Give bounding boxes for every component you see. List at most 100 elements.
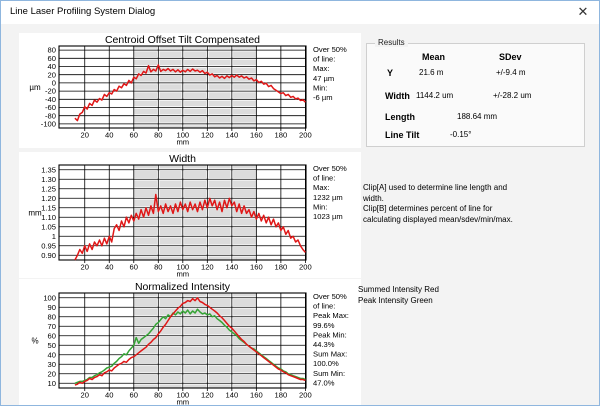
legend-note: Summed Intensity Red Peak Intensity Gree…	[358, 285, 508, 306]
x-tick-label: 40	[105, 131, 113, 140]
y-tick-label: 1.15	[41, 203, 56, 212]
y-tick-label: 0.95	[41, 241, 56, 250]
y-axis-unit: µm	[29, 83, 41, 92]
side-note-line: Min:	[313, 83, 327, 92]
chart-title: Centroid Offset Tilt Compensated	[105, 34, 260, 46]
y-tick-label: 1.20	[41, 194, 56, 203]
results-group-label: Results	[375, 38, 408, 47]
x-tick-label: 100	[176, 263, 189, 272]
results-row-y-sdev: +/-9.4 m	[496, 68, 526, 77]
x-tick-label: 60	[130, 391, 138, 400]
x-tick-label: 80	[154, 131, 162, 140]
x-tick-label: 180	[275, 263, 288, 272]
x-tick-label: 20	[81, 131, 89, 140]
side-note-line: 1232 µm	[313, 193, 343, 202]
x-axis-unit: mm	[176, 270, 189, 279]
centroid-offset-chart: Centroid Offset Tilt Compensatedµm806040…	[29, 34, 347, 147]
title-bar: Line Laser Profiling System Dialog ✕	[1, 1, 599, 24]
results-row-width-mean: 1144.2 um	[416, 91, 454, 100]
y-tick-label: -80	[45, 111, 56, 120]
results-row-width-label: Width	[385, 91, 410, 101]
side-note-line: 100.0%	[313, 359, 339, 368]
side-note-line: of line:	[313, 174, 335, 183]
normalized-intensity-chart: Normalized Intensity%1009080706050403020…	[31, 281, 348, 405]
y-tick-label: 0.90	[41, 251, 56, 260]
y-tick-label: 1.30	[41, 175, 56, 184]
x-tick-label: 180	[275, 131, 288, 140]
y-axis-unit: %	[31, 337, 38, 346]
y-tick-label: 30	[48, 360, 56, 369]
x-tick-label: 60	[130, 263, 138, 272]
x-tick-label: 40	[105, 391, 113, 400]
results-row-linetilt-value: -0.15°	[450, 130, 472, 139]
results-row-y-label: Y	[387, 68, 394, 78]
x-tick-label: 80	[154, 263, 162, 272]
y-tick-label: 1.05	[41, 222, 56, 231]
y-tick-label: -60	[45, 103, 56, 112]
results-col-sdev: SDev	[499, 52, 522, 62]
chart-panel-width: Width mm 1.35 1.30 1.25 1.20 1.15 1.10 1.05 1 0.95…	[19, 152, 361, 278]
x-tick-label: 40	[105, 263, 113, 272]
clip-note: Clip[A] used to determine line length an…	[363, 183, 573, 225]
series-centroid-offset	[74, 64, 306, 122]
side-note-line: Over 50%	[313, 45, 347, 54]
chart-panel-normalized-intensity: Normalized Intensity% 100 90 80 70 60 50 40 30 20…	[19, 279, 361, 405]
side-note-line: Max:	[313, 64, 329, 73]
results-group: Results Mean SDev Y 21.6 m +/-9.4 m Widt…	[366, 38, 585, 147]
side-note-line: 99.6%	[313, 321, 335, 330]
side-note-line: Peak Min:	[313, 330, 347, 339]
y-tick-label: 20	[48, 369, 56, 378]
x-tick-label: 200	[299, 391, 312, 400]
x-axis-unit: mm	[176, 138, 189, 147]
clip-note-line: calculating displayed mean/sdev/min/max.	[363, 214, 513, 224]
y-tick-label: 90	[48, 303, 56, 312]
results-col-mean: Mean	[422, 52, 446, 62]
x-tick-label: 140	[226, 131, 239, 140]
side-note-line: Max:	[313, 183, 329, 192]
results-row-width-sdev: +/-28.2 um	[493, 91, 532, 100]
x-tick-label: 20	[81, 391, 89, 400]
x-tick-label: 160	[250, 391, 263, 400]
series-width	[74, 193, 306, 261]
width-chart: Width mm 1.351.301.251.201.151.101.0510.95…	[28, 153, 347, 279]
x-tick-label: 20	[81, 263, 89, 272]
clip-note-line: Clip[B] determines percent of line for	[363, 204, 493, 213]
y-tick-label: -100	[41, 120, 56, 129]
window-title: Line Laser Profiling System Dialog	[10, 6, 156, 17]
side-note-line: 1023 µm	[313, 212, 343, 221]
chart-title: Width	[169, 153, 196, 165]
side-note-line: Over 50%	[313, 292, 347, 301]
results-row-length-label: Length	[385, 112, 415, 122]
clip-note-line: Clip[A] used to determine line length an…	[363, 183, 508, 192]
x-tick-label: 160	[250, 263, 263, 272]
clip-note-line: width.	[363, 193, 384, 203]
y-tick-label: 0	[52, 79, 56, 88]
side-note-line: of line:	[313, 302, 335, 311]
y-tick-label: 100	[43, 293, 56, 302]
y-tick-label: 1	[52, 232, 56, 241]
results-row-y-mean: 21.6 m	[419, 68, 444, 77]
series-summed-intensity	[74, 297, 306, 386]
legend-summed-red: Summed Intensity Red	[358, 285, 439, 294]
results-row-length-value: 188.64 mm	[457, 112, 498, 121]
x-tick-label: 180	[275, 391, 288, 400]
x-tick-label: 200	[299, 263, 312, 272]
x-tick-label: 160	[250, 131, 263, 140]
x-tick-label: 120	[201, 131, 214, 140]
y-tick-label: 50	[48, 341, 56, 350]
x-tick-label: 120	[201, 391, 214, 400]
y-tick-label: 70	[48, 322, 56, 331]
results-row-linetilt-label: Line Tilt	[385, 130, 420, 140]
y-tick-label: 1.35	[41, 165, 56, 174]
clip-band	[133, 293, 257, 388]
side-note-line: Over 50%	[313, 164, 347, 173]
side-note-line: -6 µm	[313, 93, 333, 102]
side-note-line: Sum Min:	[313, 369, 345, 378]
x-tick-label: 200	[299, 131, 312, 140]
y-tick-label: 1.10	[41, 213, 56, 222]
x-tick-label: 100	[176, 131, 189, 140]
y-tick-label: 80	[48, 312, 56, 321]
x-tick-label: 80	[154, 391, 162, 400]
close-icon[interactable]: ✕	[577, 4, 589, 19]
